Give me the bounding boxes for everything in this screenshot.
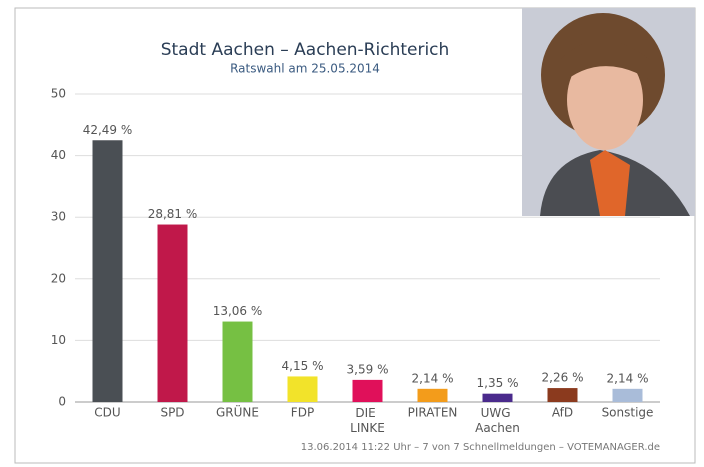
x-tick-label: GRÜNE <box>216 404 259 420</box>
y-tick-label: 50 <box>51 87 66 101</box>
value-label: 13,06 % <box>213 304 263 318</box>
value-label: 1,35 % <box>477 376 519 390</box>
y-tick-label: 10 <box>51 333 66 347</box>
bar <box>287 376 318 402</box>
bar <box>157 224 188 402</box>
bar <box>92 140 123 402</box>
portrait <box>522 8 695 216</box>
value-label: 3,59 % <box>347 362 389 376</box>
y-tick-label: 30 <box>51 210 66 224</box>
bar <box>352 379 383 402</box>
value-label: 42,49 % <box>83 123 133 137</box>
value-label: 28,81 % <box>148 207 198 221</box>
x-tick-label: AfD <box>552 406 573 420</box>
x-tick-label: CDU <box>94 406 120 420</box>
x-tick-label: UWG Aachen <box>475 406 520 435</box>
bar <box>547 388 578 402</box>
footer: 13.06.2014 11:22 Uhr – 7 von 7 Schnellme… <box>301 442 660 453</box>
value-label: 4,15 % <box>282 359 324 373</box>
value-label: 2,14 % <box>607 371 649 385</box>
bar <box>482 393 513 402</box>
bar <box>222 321 253 402</box>
y-tick-label: 40 <box>51 148 66 162</box>
y-tick-label: 0 <box>58 395 66 409</box>
bar <box>612 388 643 402</box>
y-tick-label: 20 <box>51 271 66 285</box>
x-tick-label: DIE LINKE <box>350 406 385 435</box>
x-tick-label: SPD <box>160 406 184 420</box>
chart-subtitle: Ratswahl am 25.05.2014 <box>230 62 380 76</box>
x-tick-label: PIRATEN <box>408 406 458 420</box>
x-tick-label: Sonstige <box>602 406 654 420</box>
value-label: 2,26 % <box>542 371 584 385</box>
x-tick-label: FDP <box>291 406 314 420</box>
value-label: 2,14 % <box>412 371 454 385</box>
chart-title: Stadt Aachen – Aachen-Richterich <box>161 40 450 60</box>
bar <box>417 388 448 402</box>
